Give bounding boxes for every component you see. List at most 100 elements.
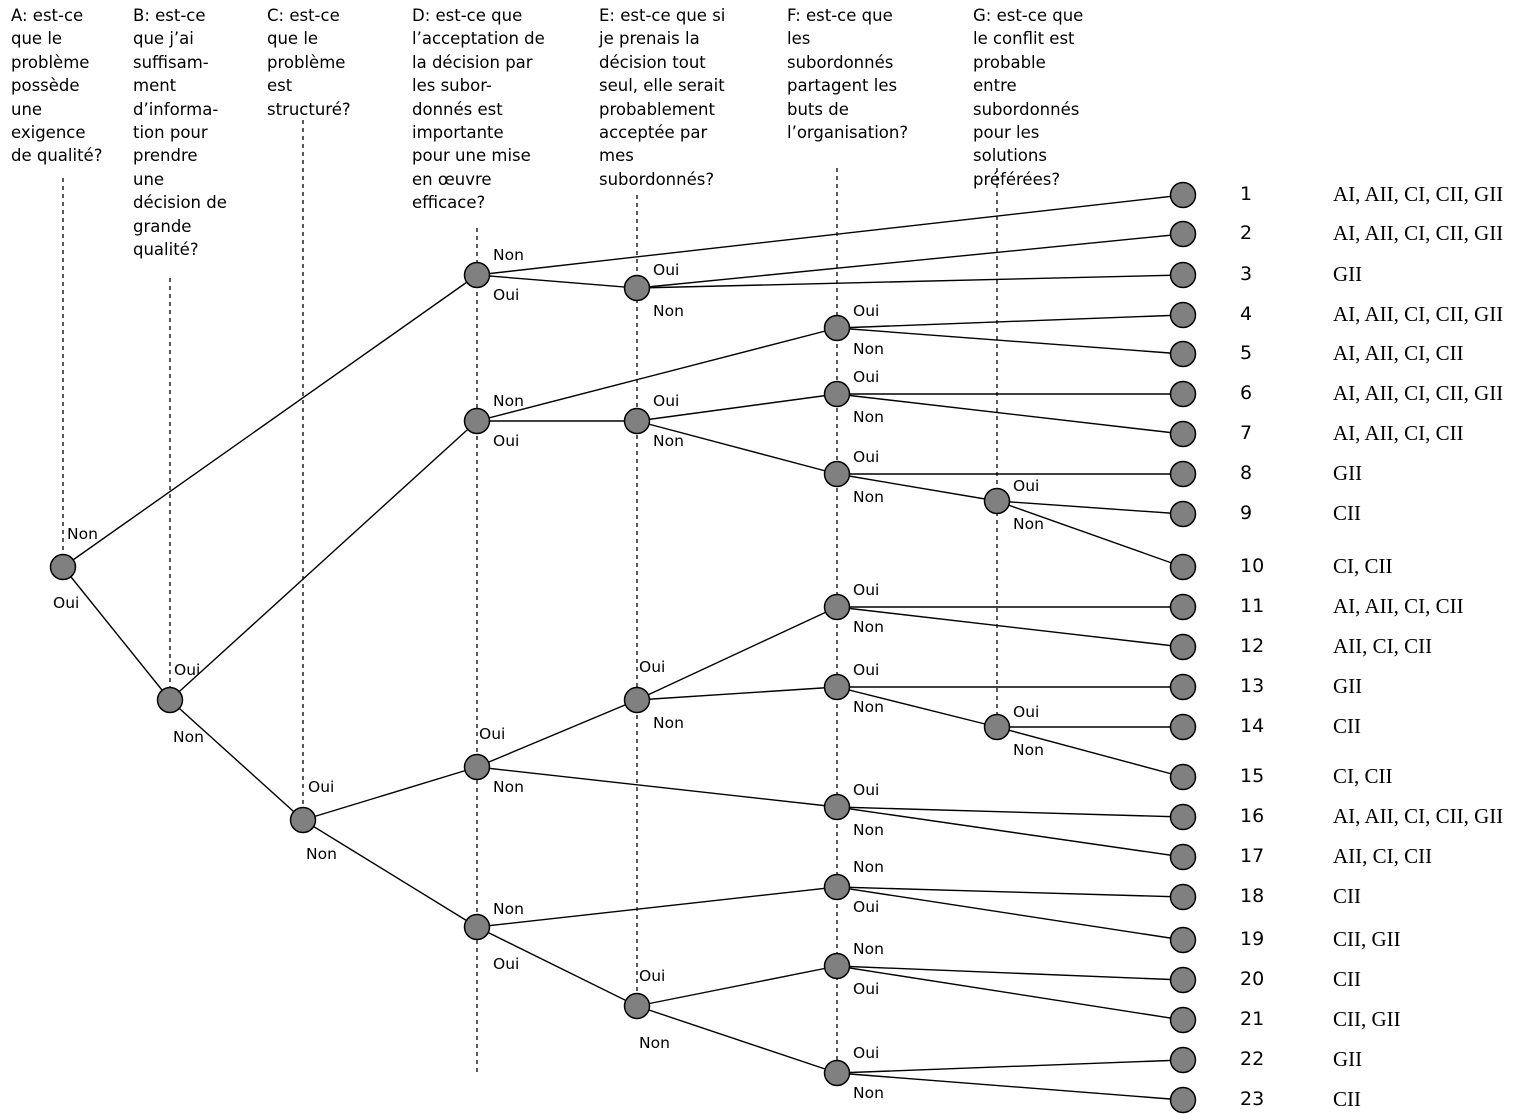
question-line: E: est-ce que si (599, 6, 726, 25)
outcome-styles: CI, CII (1333, 764, 1393, 788)
question-line: le conflit est (973, 29, 1075, 49)
outcome-node (1169, 500, 1197, 528)
outcome-styles: CI, CII (1333, 554, 1393, 578)
outcome-styles: AII, CI, CII (1333, 634, 1433, 658)
tree-branch (836, 806, 1184, 858)
outcome-styles: CII (1333, 714, 1361, 738)
question-line: tion pour (133, 123, 208, 143)
branch-label-oui: Oui (853, 661, 879, 679)
question-line: acceptée par (599, 123, 708, 143)
branch-label-oui: Oui (308, 778, 334, 796)
decision-node (156, 686, 184, 714)
tree-branch (636, 606, 838, 701)
question-line: de qualité? (11, 146, 103, 166)
tree-branch (836, 393, 1184, 435)
question-a: A: est-ce que le problème possède une exigenc… (11, 4, 102, 168)
branch-label-non: Non (853, 821, 884, 839)
question-line: qualité? (133, 240, 199, 260)
question-line: la décision par (412, 52, 533, 72)
question-line: décision de (133, 193, 227, 213)
outcome-node (1169, 763, 1197, 791)
tree-branch (836, 327, 1184, 355)
outcome-number: 20 (1240, 968, 1265, 990)
question-c: C: est-ce que le problème est structuré? (267, 4, 351, 121)
outcome-node (1169, 261, 1197, 289)
question-line: D: est-ce que (412, 6, 523, 25)
decision-node (823, 873, 851, 901)
outcome-node (1169, 713, 1197, 741)
branch-label-oui: Oui (1013, 703, 1039, 721)
tree-branch (476, 699, 638, 768)
branch-label-oui: Oui (493, 432, 519, 450)
branch-label-non: Non (67, 525, 98, 543)
question-line: seul, elle serait (599, 76, 725, 96)
branch-label-non: Non (853, 858, 884, 876)
decision-node (289, 806, 317, 834)
question-line: les subor- (412, 76, 492, 96)
outcome-number: 16 (1240, 805, 1265, 827)
tree-branch (996, 500, 1184, 568)
tree-branch (636, 965, 838, 1007)
outcome-styles: CII (1333, 1087, 1361, 1111)
decision-node (49, 553, 77, 581)
outcome-node (1169, 1046, 1197, 1074)
question-line: d’informa- (133, 99, 219, 119)
branch-label-non: Non (639, 1034, 670, 1052)
outcome-node (1169, 966, 1197, 994)
outcome-number: 17 (1240, 845, 1265, 867)
tree-branch (836, 1072, 1184, 1101)
question-line: en œuvre (412, 169, 492, 189)
outcome-styles: AI, AII, CI, CII (1333, 594, 1464, 618)
question-line: entre (973, 76, 1017, 96)
question-e: E: est-ce que si je prenais la décision to… (599, 4, 725, 191)
decision-node (823, 952, 851, 980)
branch-label-non: Non (853, 618, 884, 636)
decision-node (623, 686, 651, 714)
branch-label-oui: Oui (853, 898, 879, 916)
branch-label-oui: Oui (53, 594, 79, 612)
question-line: partagent les (787, 76, 898, 96)
question-line: exigence (11, 123, 86, 143)
question-line: problème (11, 52, 90, 72)
outcome-node (1169, 803, 1197, 831)
question-line: suffisam- (133, 52, 209, 72)
outcome-number: 8 (1240, 462, 1253, 484)
outcome-node (1169, 380, 1197, 408)
outcome-number: 2 (1240, 222, 1253, 244)
question-line: préférées? (973, 169, 1061, 189)
question-line: A: est-ce (11, 6, 84, 25)
outcome-node (1169, 340, 1197, 368)
branch-label-non: Non (653, 302, 684, 320)
outcome-styles: AI, AII, CI, CII, GII (1333, 221, 1504, 245)
question-line: donnés est (412, 99, 503, 119)
outcome-styles: AI, AII, CI, CII (1333, 421, 1464, 445)
question-line: l’acceptation de (412, 29, 545, 49)
branch-label-non: Non (493, 392, 524, 410)
outcome-number: 15 (1240, 765, 1265, 787)
tree-branch (636, 393, 838, 422)
question-line: efficace? (412, 193, 486, 213)
outcome-node (1169, 926, 1197, 954)
decision-node (983, 713, 1011, 741)
question-line: B: est-ce (133, 6, 206, 25)
outcome-node (1169, 301, 1197, 329)
branch-label-non: Non (853, 1084, 884, 1102)
branch-label-oui: Oui (174, 661, 200, 679)
question-line: probablement (599, 99, 715, 119)
outcome-styles: GII (1333, 674, 1363, 698)
tree-branch (836, 314, 1184, 329)
question-d: D: est-ce que l’acceptation de la décision… (412, 4, 545, 215)
question-line: une (11, 99, 43, 119)
outcome-node (1169, 1086, 1197, 1114)
branch-label-non: Non (493, 778, 524, 796)
tree-branch (169, 699, 304, 821)
question-line: G: est-ce que (973, 6, 1084, 25)
branch-label-non: Non (853, 340, 884, 358)
tree-branch (636, 420, 838, 475)
question-line: buts de (787, 99, 849, 119)
outcome-number: 9 (1240, 502, 1253, 524)
outcome-number: 23 (1240, 1088, 1265, 1110)
outcome-styles: GII (1333, 1047, 1363, 1071)
tree-branch (836, 686, 998, 728)
